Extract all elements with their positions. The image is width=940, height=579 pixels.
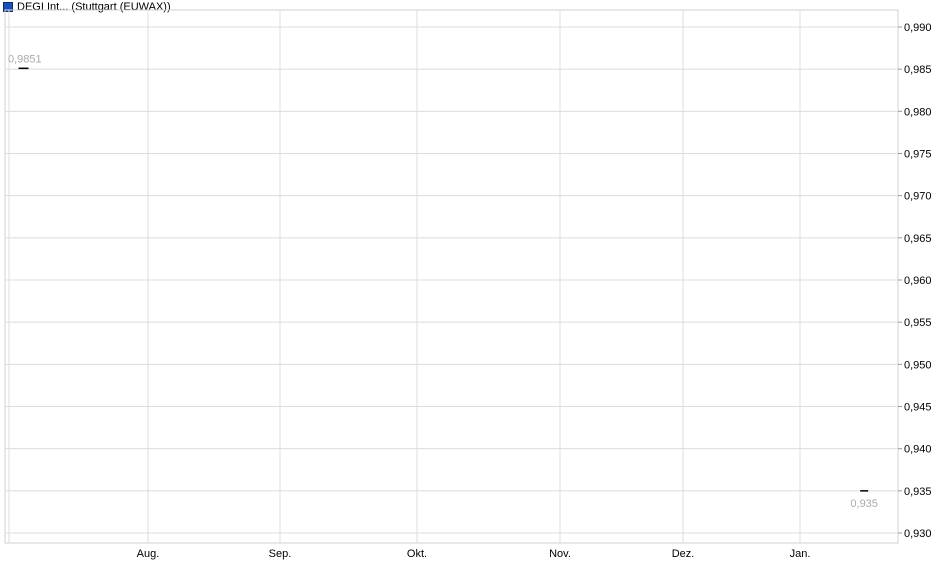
- y-tick-label: 0,975: [904, 149, 932, 161]
- y-tick-label: 0,935: [904, 486, 932, 498]
- y-tick-label: 0,985: [904, 64, 932, 76]
- legend-swatch: [3, 2, 13, 12]
- max-label: 0,9851: [8, 53, 42, 65]
- y-tick-label: 0,965: [904, 233, 932, 245]
- x-tick-label: Okt.: [407, 548, 427, 560]
- y-tick-label: 0,955: [904, 317, 932, 329]
- x-tick-label: Sep.: [269, 548, 292, 560]
- y-tick-label: 0,960: [904, 275, 932, 287]
- y-tick-label: 0,930: [904, 528, 932, 540]
- x-tick-label: Dez.: [672, 548, 695, 560]
- y-tick-label: 0,980: [904, 106, 932, 118]
- y-tick-label: 0,940: [904, 444, 932, 456]
- plot-frame: [4, 9, 899, 544]
- min-label: 0,935: [850, 498, 878, 510]
- y-tick-label: 0,970: [904, 191, 932, 203]
- x-tick-label: Nov.: [549, 548, 571, 560]
- y-tick-label: 0,950: [904, 359, 932, 371]
- y-tick-label: 0,990: [904, 22, 932, 34]
- x-tick-label: Jan.: [790, 548, 811, 560]
- y-tick-label: 0,945: [904, 402, 932, 414]
- x-tick-label: Aug.: [137, 548, 160, 560]
